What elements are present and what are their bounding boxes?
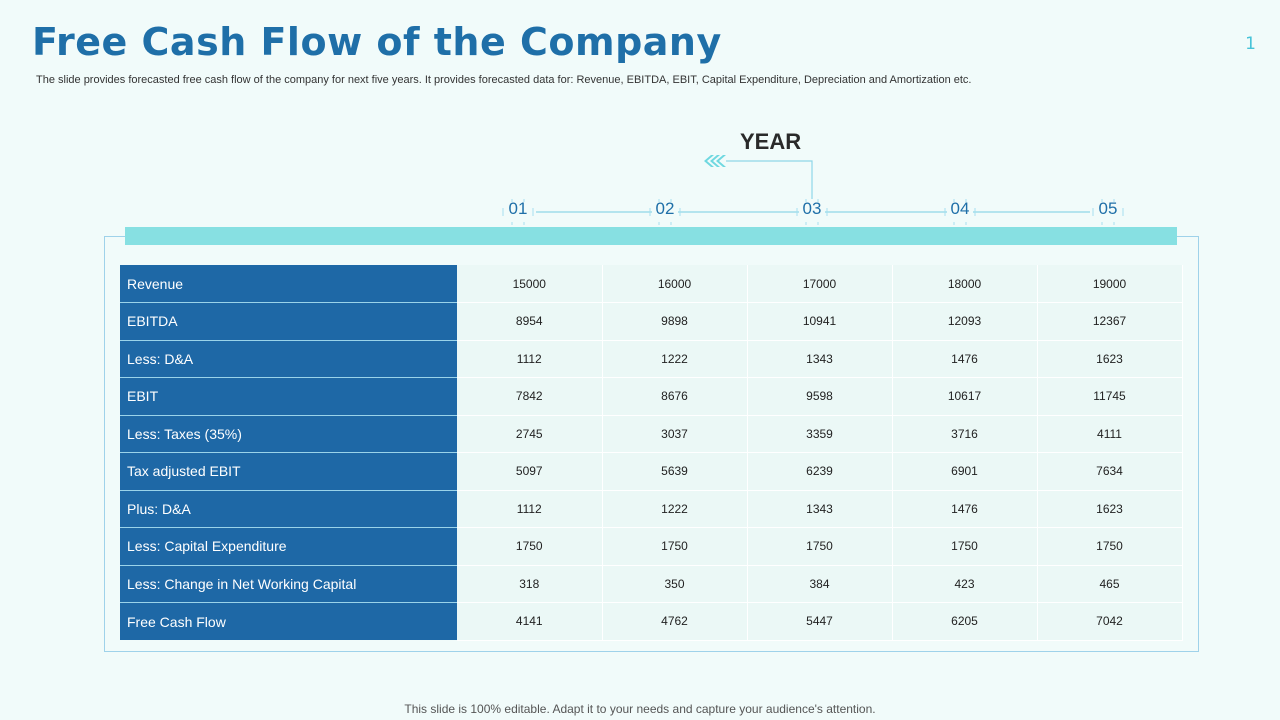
year-connector [502, 155, 1124, 225]
year-badge-04: 04 [950, 199, 970, 218]
table-cell: 15000 [457, 265, 603, 303]
table-cell: 1112 [457, 490, 603, 528]
table-row: Revenue 15000 16000 17000 18000 19000 [120, 265, 1183, 303]
table-cell: 1750 [892, 527, 1038, 566]
table-cell: 1343 [747, 340, 893, 378]
table-cell: 1750 [602, 527, 748, 566]
table-cell: 1623 [1037, 340, 1183, 378]
table-cell: 423 [892, 565, 1038, 603]
table-cell: 6239 [747, 452, 893, 491]
row-label-plus-da: Plus: D&A [120, 490, 457, 528]
table-cell: 17000 [747, 265, 893, 303]
row-label-ebit: EBIT [120, 377, 457, 416]
table-cell: 10617 [892, 377, 1038, 416]
table-cell: 6205 [892, 602, 1038, 641]
year-badge-03: 03 [802, 199, 822, 218]
page-number: 1 [1245, 34, 1256, 54]
table-cell: 18000 [892, 265, 1038, 303]
year-heading: YEAR [740, 129, 802, 154]
slide-subtitle: The slide provides forecasted free cash … [36, 74, 972, 86]
row-label-less-nwc: Less: Change in Net Working Capital [120, 565, 457, 603]
row-label-less-da: Less: D&A [120, 340, 457, 378]
year-badge-05: 05 [1098, 199, 1118, 218]
table-cell: 5639 [602, 452, 748, 491]
table-cell: 1476 [892, 490, 1038, 528]
year-badge-02: 02 [655, 199, 675, 218]
table-row: Less: Taxes (35%) 2745 3037 3359 3716 41… [120, 415, 1183, 453]
table-cell: 3037 [602, 415, 748, 453]
table-cell: 8676 [602, 377, 748, 416]
row-label-ebitda: EBITDA [120, 302, 457, 341]
table-cell: 4762 [602, 602, 748, 641]
table-cell: 7042 [1037, 602, 1183, 641]
table-cell: 384 [747, 565, 893, 603]
table-row: Less: D&A 1112 1222 1343 1476 1623 [120, 340, 1183, 378]
row-label-less-capex: Less: Capital Expenditure [120, 527, 457, 566]
table-cell: 9898 [602, 302, 748, 341]
row-label-tax-adjusted-ebit: Tax adjusted EBIT [120, 452, 457, 491]
table-cell: 6901 [892, 452, 1038, 491]
table-cell: 5447 [747, 602, 893, 641]
table-cell: 16000 [602, 265, 748, 303]
table-cell: 1623 [1037, 490, 1183, 528]
table-row: EBIT 7842 8676 9598 10617 11745 [120, 377, 1183, 416]
table-cell: 11745 [1037, 377, 1183, 416]
slide-title: Free Cash Flow of the Company [32, 20, 722, 64]
row-label-free-cash-flow: Free Cash Flow [120, 602, 457, 640]
table-cell: 4111 [1037, 415, 1183, 453]
chevrons-left-icon [704, 155, 726, 167]
table-cell: 465 [1037, 565, 1183, 603]
table-cell: 12093 [892, 302, 1038, 341]
table-cell: 4141 [457, 602, 603, 641]
table-cell: 12367 [1037, 302, 1183, 341]
table-cell: 1222 [602, 340, 748, 378]
table-cell: 9598 [747, 377, 893, 416]
table-cell: 10941 [747, 302, 893, 341]
table-cell: 5097 [457, 452, 603, 491]
table-cell: 318 [457, 565, 603, 603]
table-cell: 3716 [892, 415, 1038, 453]
table-cell: 1476 [892, 340, 1038, 378]
table-cell: 1343 [747, 490, 893, 528]
footer-note: This slide is 100% editable. Adapt it to… [404, 702, 876, 716]
table-row: Less: Capital Expenditure 1750 1750 1750… [120, 527, 1183, 566]
table-cell: 1750 [457, 527, 603, 566]
table-row: Tax adjusted EBIT 5097 5639 6239 6901 76… [120, 452, 1183, 491]
table-cell: 350 [602, 565, 748, 603]
table-cell: 19000 [1037, 265, 1183, 303]
table-row: Free Cash Flow 4141 4762 5447 6205 7042 [120, 602, 1183, 641]
table-row: Plus: D&A 1112 1222 1343 1476 1623 [120, 490, 1183, 528]
year-badge-01: 01 [508, 199, 528, 218]
free-cash-flow-table: Revenue 15000 16000 17000 18000 19000 EB… [120, 265, 1183, 641]
table-cell: 3359 [747, 415, 893, 453]
row-label-revenue: Revenue [120, 265, 457, 303]
table-cell: 1112 [457, 340, 603, 378]
table-cell: 1222 [602, 490, 748, 528]
accent-bar [125, 227, 1177, 245]
table-row: EBITDA 8954 9898 10941 12093 12367 [120, 302, 1183, 341]
row-label-less-taxes: Less: Taxes (35%) [120, 415, 457, 453]
table-cell: 8954 [457, 302, 603, 341]
table-cell: 1750 [1037, 527, 1183, 566]
table-cell: 2745 [457, 415, 603, 453]
table-cell: 7842 [457, 377, 603, 416]
table-cell: 7634 [1037, 452, 1183, 491]
table-row: Less: Change in Net Working Capital 318 … [120, 565, 1183, 603]
table-cell: 1750 [747, 527, 893, 566]
